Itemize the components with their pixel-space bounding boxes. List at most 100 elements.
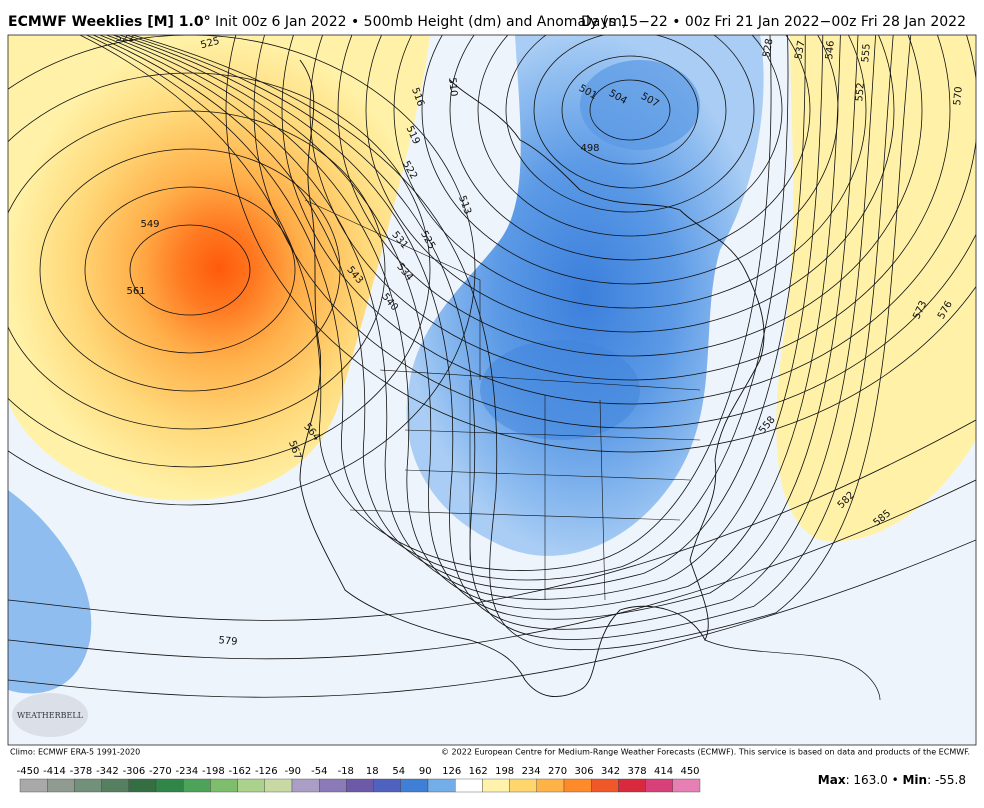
contour-line	[477, 35, 783, 237]
colorbar-label: -234	[176, 766, 199, 777]
min-value: : -55.8	[927, 773, 966, 787]
colorbar-cell	[618, 778, 646, 793]
colorbar-label: 414	[654, 766, 673, 777]
contour-line	[112, 35, 859, 620]
contour-label: 549	[140, 219, 159, 230]
max-label: Max	[818, 773, 846, 787]
colorbar-label: -378	[70, 766, 93, 777]
contour-label: 498	[580, 143, 599, 154]
colorbar: -450 -414 -378 -342 -306 -270 -234 -198 -162 -126…	[17, 766, 701, 793]
colorbar-cell	[291, 778, 320, 793]
colorbar-label: 450	[680, 766, 699, 777]
colorbar-cell	[509, 778, 538, 793]
contour-label: 528	[761, 38, 775, 59]
contour-line	[8, 110, 386, 430]
contour-label: 546	[824, 40, 837, 60]
contour-line	[533, 35, 727, 189]
colorbar-label: -18	[338, 766, 354, 777]
map-frame	[7, 34, 977, 746]
colorbar-label: 342	[601, 766, 620, 777]
colorbar-cell	[373, 778, 402, 793]
colorbar-label: 126	[442, 766, 461, 777]
contour-line	[309, 35, 951, 381]
contour-line	[119, 35, 876, 630]
contour-label: 522	[115, 33, 134, 44]
colorbar-label: -126	[255, 766, 278, 777]
contour-label: 570	[952, 86, 965, 106]
colorbar-cell	[482, 778, 510, 793]
contour-line	[86, 35, 789, 581]
title-rest: Init 00z 6 Jan 2022 • 500mb Height (dm) …	[211, 14, 628, 30]
colorbar-cell	[264, 778, 293, 793]
contour-label: 552	[854, 82, 867, 102]
title-bold: ECMWF Weeklies [M] 1.0°	[8, 14, 211, 30]
colorbar-cell	[19, 778, 48, 793]
colorbar-cell	[101, 778, 129, 793]
positive-anomaly	[8, 35, 430, 501]
copyright: © 2022 European Centre for Medium-Range …	[441, 748, 970, 757]
contour-line	[84, 186, 296, 354]
colorbar-label: 234	[522, 766, 541, 777]
colorbar-label: 54	[392, 766, 405, 777]
colorbar-cell	[128, 778, 157, 793]
colorbar-cell	[155, 778, 184, 793]
colorbar-cell	[563, 778, 592, 793]
colorbar-label: -162	[228, 766, 251, 777]
climo-note: Climo: ECMWF ERA-5 1991-2020	[10, 748, 140, 757]
contour-line	[106, 35, 841, 610]
colorbar-cell	[210, 778, 238, 793]
colorbar-cell	[237, 778, 266, 793]
colorbar-label: -54	[311, 766, 327, 777]
min-label: Min	[902, 773, 927, 787]
contour-line	[8, 539, 976, 698]
contour-label: 525	[199, 36, 220, 52]
max-min: Max: 163.0 • Min: -55.8	[818, 773, 966, 787]
colorbar-label: -90	[285, 766, 301, 777]
colorbar-label: -414	[43, 766, 66, 777]
caribbean	[704, 639, 881, 701]
contour-line	[79, 35, 772, 571]
contour-line	[129, 224, 251, 316]
colorbar-cell	[455, 778, 483, 793]
colorbar-cell	[672, 778, 701, 793]
colorbar-label: -198	[202, 766, 225, 777]
colorbar-label: -306	[123, 766, 146, 777]
borders	[304, 199, 701, 601]
colorbar-cell	[400, 778, 429, 793]
negative-anomaly-core	[480, 340, 640, 440]
contour-line	[561, 55, 699, 165]
max-value: : 163.0 •	[846, 773, 903, 787]
contour-line	[8, 72, 431, 468]
contour-label: 561	[126, 286, 145, 297]
contour-line	[589, 79, 671, 141]
colorbar-cell	[427, 778, 456, 793]
colorbar-cell	[319, 778, 347, 793]
colorbar-label: 306	[575, 766, 594, 777]
contour-line	[225, 35, 976, 453]
colorbar-label: -450	[17, 766, 40, 777]
colorbar-label: 270	[548, 766, 567, 777]
colorbar-label: -270	[149, 766, 172, 777]
contour-line	[8, 35, 476, 506]
colorbar-cell	[182, 778, 211, 793]
colorbar-label: 378	[627, 766, 646, 777]
height-contours	[8, 35, 976, 698]
colorbar-cell	[47, 778, 75, 793]
positive-anomaly-east	[776, 35, 976, 542]
contour-line	[126, 35, 894, 640]
contour-line	[337, 35, 923, 357]
logo-badge	[12, 693, 88, 737]
contour-line	[365, 35, 895, 333]
contour-label: 510	[446, 77, 459, 97]
contour-label: 555	[860, 43, 873, 63]
title: ECMWF Weeklies [M] 1.0° Init 00z 6 Jan 2…	[8, 14, 627, 30]
contour-line	[281, 35, 976, 405]
contour-line	[8, 419, 976, 621]
colorbar-cell	[346, 778, 374, 793]
contour-label: 537	[793, 40, 807, 61]
colorbar-cell	[74, 778, 102, 793]
